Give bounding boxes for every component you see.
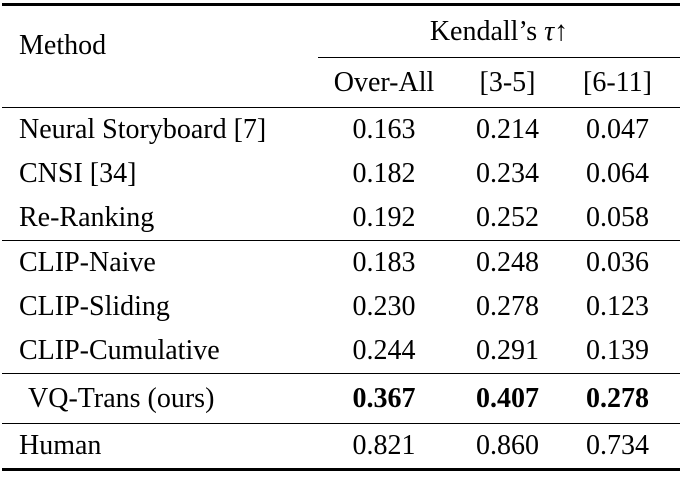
column-header-method: Method: [19, 30, 107, 61]
value-cell-r611: 0.734: [586, 430, 649, 461]
value-cell-r35: 0.407: [476, 382, 539, 414]
table-row: CLIP-Cumulative 0.244 0.291 0.139: [2, 329, 680, 374]
value-cell-r611: 0.123: [586, 291, 649, 322]
up-arrow-icon: ↑: [554, 15, 569, 47]
value-cell-r611: 0.278: [586, 382, 649, 414]
value-cell-overall: 0.244: [352, 335, 416, 366]
column-header-6-11: [6-11]: [583, 66, 652, 98]
header-row-group: Method Kendall’s τ↑: [2, 4, 681, 61]
value-cell-overall: 0.367: [352, 382, 416, 414]
table-row: Neural Storyboard [7] 0.163 0.214 0.047: [2, 108, 680, 153]
method-cell: CNSI [34]: [19, 158, 137, 189]
tau-symbol: τ: [544, 15, 555, 47]
method-cell: CLIP-Cumulative: [19, 335, 220, 366]
value-cell-r35: 0.252: [476, 202, 539, 233]
value-cell-r35: 0.214: [476, 114, 539, 145]
group-header-text: Kendall’s: [429, 15, 545, 47]
value-cell-r611: 0.064: [586, 158, 649, 189]
table-row: Re-Ranking 0.192 0.252 0.058: [2, 196, 680, 241]
method-cell: Human: [19, 430, 102, 461]
value-cell-overall: 0.183: [352, 247, 416, 278]
column-header-3-5: [3-5]: [479, 66, 536, 98]
value-cell-r35: 0.248: [476, 247, 539, 278]
method-cell: VQ-Trans (ours): [28, 382, 215, 414]
table-group-baselines: Neural Storyboard [7] 0.163 0.214 0.047 CNSI…: [2, 107, 681, 241]
value-cell-r611: 0.058: [586, 202, 649, 233]
value-cell-r35: 0.278: [476, 291, 539, 322]
value-cell-r611: 0.036: [586, 247, 649, 278]
value-cell-r611: 0.139: [586, 335, 649, 366]
value-cell-overall: 0.182: [352, 158, 416, 189]
table-group-ours: VQ-Trans (ours) 0.367 0.407 0.278: [2, 373, 681, 424]
table-group-clip-variants: CLIP-Naive 0.183 0.248 0.036 CLIP-Sliding 0.2…: [2, 240, 681, 374]
value-cell-overall: 0.821: [352, 430, 416, 461]
group-header-kendalls-tau: Kendall’s τ↑: [318, 4, 681, 58]
results-table: Method Kendall’s τ↑ Over-All [3-5] [6-11…: [2, 3, 681, 471]
value-cell-overall: 0.192: [352, 202, 416, 233]
method-cell: CLIP-Sliding: [19, 291, 170, 322]
value-cell-r35: 0.291: [476, 335, 539, 366]
header-row-sub: Over-All [3-5] [6-11]: [2, 58, 680, 108]
table-row: CLIP-Sliding 0.230 0.278 0.123: [2, 285, 680, 329]
method-cell: CLIP-Naive: [19, 247, 156, 278]
table-row: VQ-Trans (ours) 0.367 0.407 0.278: [2, 374, 680, 424]
value-cell-overall: 0.163: [352, 114, 416, 145]
table-row: CLIP-Naive 0.183 0.248 0.036: [2, 241, 680, 286]
method-cell: Neural Storyboard [7]: [19, 114, 267, 145]
table-row: Human 0.821 0.860 0.734: [2, 424, 680, 470]
table-row: CNSI [34] 0.182 0.234 0.064: [2, 152, 680, 196]
value-cell-r35: 0.234: [476, 158, 539, 189]
value-cell-r611: 0.047: [586, 114, 649, 145]
value-cell-r35: 0.860: [476, 430, 539, 461]
table-group-human: Human 0.821 0.860 0.734: [2, 423, 681, 470]
table-header: Method Kendall’s τ↑ Over-All [3-5] [6-11…: [2, 4, 681, 108]
method-cell: Re-Ranking: [19, 202, 155, 233]
column-header-overall: Over-All: [333, 66, 435, 98]
value-cell-overall: 0.230: [352, 291, 416, 322]
